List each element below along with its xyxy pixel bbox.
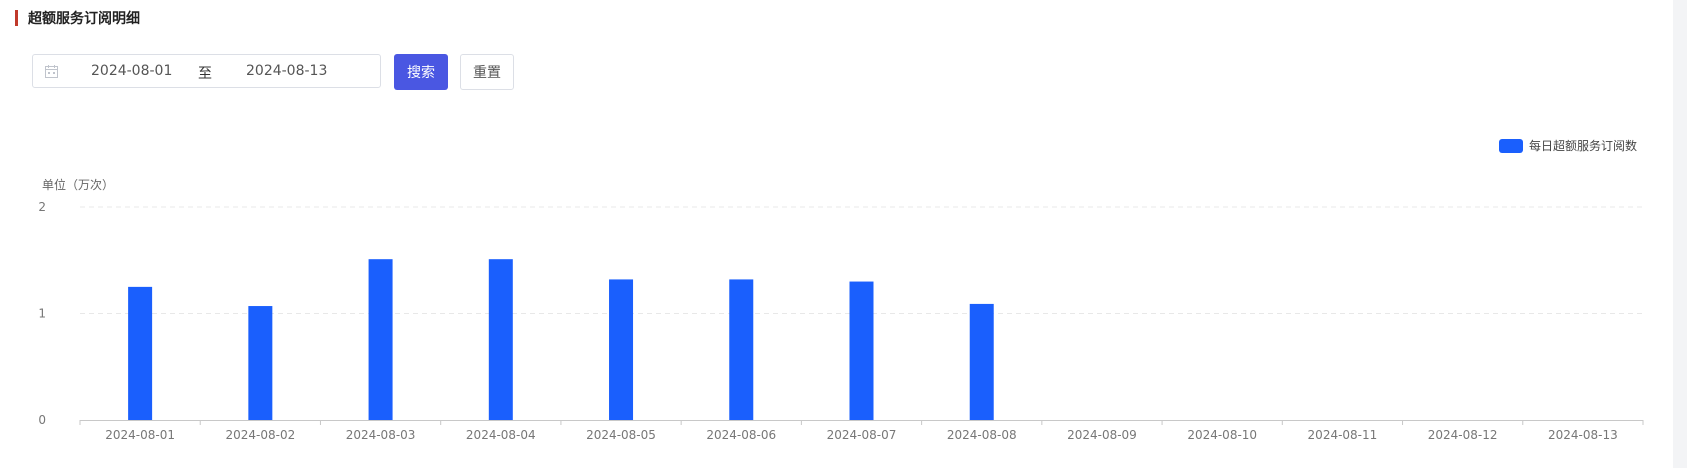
x-tick-label: 2024-08-08: [947, 428, 1017, 442]
x-tick-label: 2024-08-12: [1428, 428, 1498, 442]
calendar-icon: [45, 65, 58, 78]
x-tick-label: 2024-08-10: [1187, 428, 1257, 442]
date-separator: 至: [198, 66, 212, 82]
x-tick-label: 2024-08-03: [346, 428, 416, 442]
x-tick-label: 2024-08-05: [586, 428, 656, 442]
x-tick-label: 2024-08-09: [1067, 428, 1137, 442]
scrollbar-track[interactable]: [1673, 0, 1687, 468]
section-title: 超额服务订阅明细: [28, 11, 140, 27]
x-tick-label: 2024-08-07: [827, 428, 897, 442]
start-date-input[interactable]: 2024-08-01: [91, 63, 173, 79]
y-tick-label: 2: [38, 200, 46, 214]
end-date-input[interactable]: 2024-08-13: [246, 63, 328, 79]
x-tick-label: 2024-08-06: [706, 428, 776, 442]
x-tick-label: 2024-08-04: [466, 428, 536, 442]
date-range-picker[interactable]: 2024-08-01 至 2024-08-13: [32, 54, 381, 88]
y-tick-label: 1: [38, 307, 46, 321]
reset-button[interactable]: 重置: [460, 54, 514, 90]
bar: [368, 259, 393, 420]
x-tick-label: 2024-08-11: [1308, 428, 1378, 442]
legend-label: 每日超额服务订阅数: [1529, 138, 1637, 153]
y-tick-label: 0: [38, 413, 46, 427]
bar: [248, 306, 273, 420]
section-accent-bar: [15, 10, 18, 26]
x-tick-label: 2024-08-02: [225, 428, 295, 442]
search-button[interactable]: 搜索: [394, 54, 448, 90]
section-header: 超额服务订阅明细: [15, 8, 140, 28]
bar: [969, 303, 994, 420]
bar: [729, 279, 754, 420]
bar: [128, 286, 153, 420]
bar: [849, 281, 874, 420]
legend-swatch: [1499, 139, 1523, 153]
bar: [609, 279, 634, 420]
x-tick-label: 2024-08-01: [105, 428, 175, 442]
bar: [488, 259, 513, 420]
y-unit-label: 单位（万次）: [42, 177, 114, 192]
x-tick-label: 2024-08-13: [1548, 428, 1618, 442]
